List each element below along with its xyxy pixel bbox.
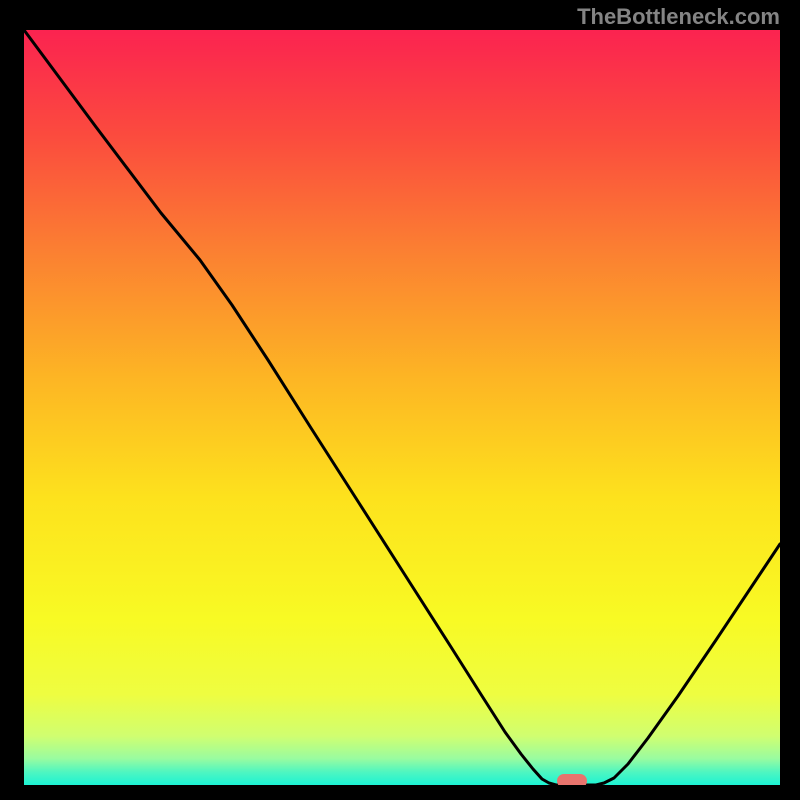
optimal-marker	[557, 774, 587, 785]
plot-background	[24, 30, 780, 785]
bottleneck-plot	[24, 30, 780, 785]
watermark-text: TheBottleneck.com	[577, 4, 780, 30]
chart-outer-frame: TheBottleneck.com	[0, 0, 800, 800]
